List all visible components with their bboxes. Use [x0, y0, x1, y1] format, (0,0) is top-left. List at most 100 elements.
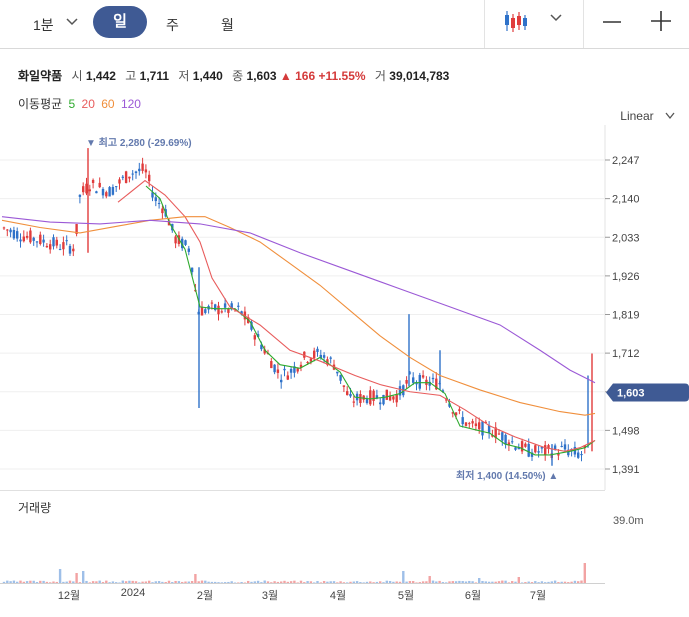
scale-selector[interactable]: Linear [620, 109, 675, 123]
candle [286, 371, 289, 381]
candle [45, 243, 49, 248]
volume-bar [35, 582, 39, 583]
candles [2, 148, 593, 466]
volume-bar [194, 574, 197, 583]
candlestick-icon[interactable] [503, 10, 529, 34]
tab-week[interactable]: 주 [166, 17, 179, 33]
volume-bar [240, 581, 243, 583]
volume-bar [547, 581, 550, 583]
candle [270, 358, 273, 369]
volume-bar [573, 580, 577, 583]
current-price-badge [606, 383, 689, 402]
volume-bar [517, 577, 520, 583]
volume-bar [230, 581, 233, 583]
volume-bar [148, 580, 151, 583]
volume-bar [105, 580, 108, 583]
candle [58, 244, 62, 251]
candle [494, 422, 497, 444]
y-tick-label: 1,498 [612, 425, 640, 437]
volume-bar [405, 581, 408, 583]
volume-bar [355, 581, 359, 583]
x-tick-label: 5월 [397, 590, 415, 602]
candle [82, 182, 85, 196]
chevron-down-icon[interactable] [66, 17, 78, 27]
candle [19, 233, 22, 248]
volume-bar [299, 580, 303, 583]
minus-icon[interactable] [603, 13, 621, 31]
volume-bar [544, 582, 547, 583]
candle [68, 243, 72, 256]
volume-bar [441, 582, 445, 583]
volume-bar [197, 581, 200, 583]
volume-bar [339, 581, 342, 583]
volume-bar [336, 582, 339, 583]
candle [200, 301, 204, 316]
volume-bar [583, 563, 586, 583]
y-tick-label: 1,712 [612, 348, 640, 360]
volume-bar [468, 580, 471, 583]
candle [138, 162, 141, 176]
volume-bar [412, 581, 415, 583]
candle [418, 372, 421, 391]
volume-bar [75, 573, 78, 583]
volume-bar [484, 581, 487, 583]
volume-bar [95, 581, 98, 583]
candle [6, 229, 9, 237]
stock-name: 화일약품 [18, 69, 63, 83]
volume-bar [141, 581, 144, 583]
volume-bar [115, 582, 118, 583]
candle [557, 449, 560, 461]
ma-60-label: 60 [101, 97, 115, 111]
candle [580, 450, 583, 462]
candle [22, 230, 25, 243]
volume-bar [415, 582, 418, 583]
volume-bar [6, 580, 9, 583]
volume-bar [464, 581, 468, 583]
candle [72, 244, 75, 257]
volume-bar [65, 581, 68, 583]
volume-bar [577, 581, 580, 583]
candle [204, 306, 207, 315]
volume-bar [138, 582, 141, 583]
plus-icon[interactable] [651, 11, 671, 31]
candle [85, 177, 88, 196]
tab-day[interactable]: 일 [93, 6, 147, 38]
volume-bar [375, 581, 379, 583]
volume-bar [16, 581, 19, 583]
candle [504, 433, 507, 449]
volume-bar [497, 581, 501, 583]
candle [342, 385, 346, 393]
volume-bar [454, 581, 458, 583]
volume-bar [346, 582, 349, 583]
ma-line-5 [145, 185, 596, 456]
candle [405, 376, 408, 389]
interval-select-label[interactable]: 1분 [33, 17, 54, 33]
chevron-down-icon[interactable] [550, 13, 562, 23]
volume-label: 거 [374, 69, 386, 83]
candle [52, 234, 55, 250]
candle [428, 376, 431, 391]
candle [520, 438, 524, 455]
volume-bar [491, 581, 494, 583]
low-annotation: 최저 1,400 (14.50%) ▲ [456, 469, 558, 482]
candle [187, 245, 190, 256]
toolbar-divider [583, 0, 584, 48]
chevron-down-icon [665, 112, 675, 120]
candle [563, 439, 567, 453]
volume-bar [537, 582, 540, 583]
candle [280, 374, 283, 389]
candle [484, 420, 487, 423]
volume-bar [12, 580, 16, 583]
volume-bar [88, 582, 91, 583]
candle [369, 386, 372, 406]
candle [35, 240, 39, 248]
price-chart[interactable]: 2,247 2,140 2,033 1,926 1,819 1,712 1,498 1,391… [0, 125, 689, 490]
volume-chart [2, 563, 586, 583]
candle [88, 184, 91, 196]
volume-bar [458, 580, 461, 583]
volume-bar [260, 582, 263, 583]
x-tick-label: 6월 [464, 590, 482, 602]
candle [451, 411, 454, 418]
price-info-bar: 화일약품 시 1,442 고 1,711 저 1,440 종 1,603 ▲ 1… [18, 67, 449, 84]
tab-month[interactable]: 월 [221, 17, 234, 33]
